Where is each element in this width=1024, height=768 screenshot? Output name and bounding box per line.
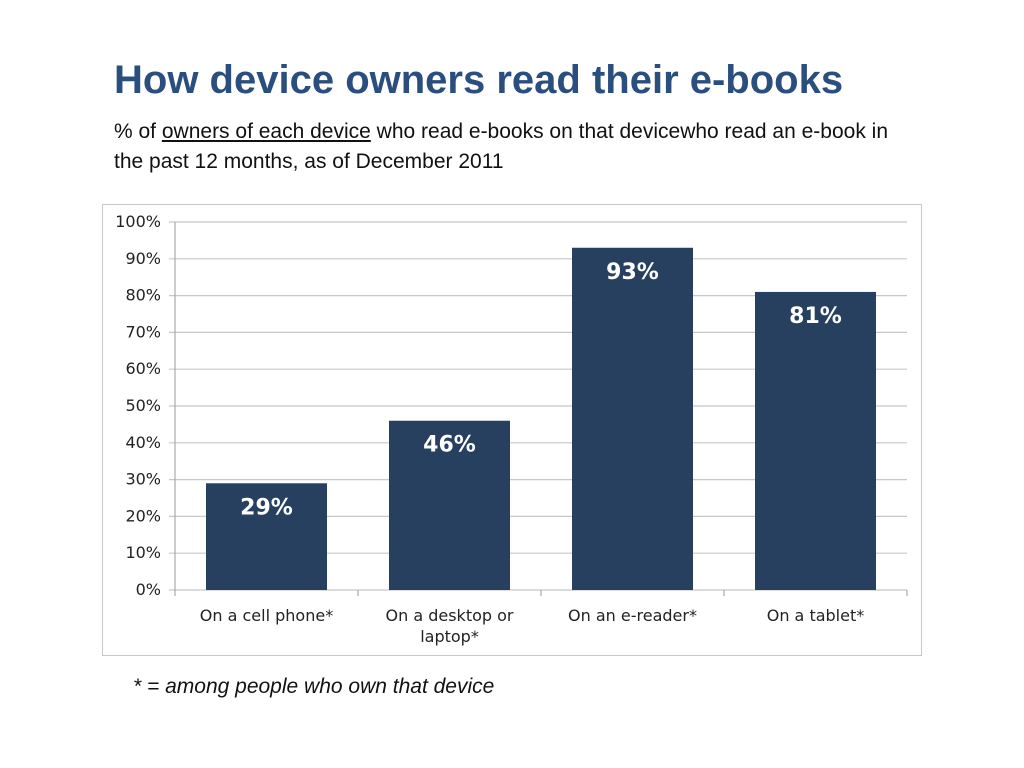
- x-category-label: On a cell phone*: [200, 606, 333, 625]
- y-tick-label: 20%: [125, 506, 161, 525]
- bar: [572, 247, 693, 590]
- subtitle-prefix: % of: [114, 120, 162, 143]
- bar: [206, 483, 327, 590]
- bar: [389, 420, 510, 590]
- data-label: 46%: [423, 433, 476, 458]
- y-tick-label: 100%: [115, 212, 161, 231]
- x-category-label: On a tablet*: [767, 606, 865, 625]
- subtitle-underlined-phrase: owners of each device: [161, 120, 371, 143]
- data-label: 93%: [606, 260, 659, 285]
- y-tick-label: 70%: [125, 322, 161, 341]
- y-tick-label: 40%: [125, 433, 161, 452]
- y-tick-label: 10%: [125, 543, 161, 562]
- y-tick-label: 90%: [125, 249, 161, 268]
- chart-subtitle: % of owners of each device who read e-bo…: [114, 117, 914, 177]
- y-tick-label: 50%: [125, 396, 161, 415]
- y-tick-label: 80%: [125, 286, 161, 305]
- x-category-label: On an e-reader*: [568, 606, 697, 625]
- y-tick-label: 60%: [125, 359, 161, 378]
- bar-chart: 0% 10% 20% 30% 40% 50% 60% 70% 80% 90% 100% 29% On a…: [115, 212, 908, 646]
- bar: [755, 291, 876, 590]
- subtitle-rest: who read e-books on that devicewho read …: [114, 120, 888, 173]
- x-category-label: On a desktop or laptop*: [386, 606, 514, 646]
- footnote: * = among people who own that device: [133, 675, 495, 698]
- data-label: 81%: [789, 304, 842, 329]
- y-tick-label: 0%: [136, 580, 161, 599]
- data-label: 29%: [240, 495, 293, 520]
- chart-title: How device owners read their e-books: [114, 58, 844, 102]
- y-tick-label: 30%: [125, 470, 161, 489]
